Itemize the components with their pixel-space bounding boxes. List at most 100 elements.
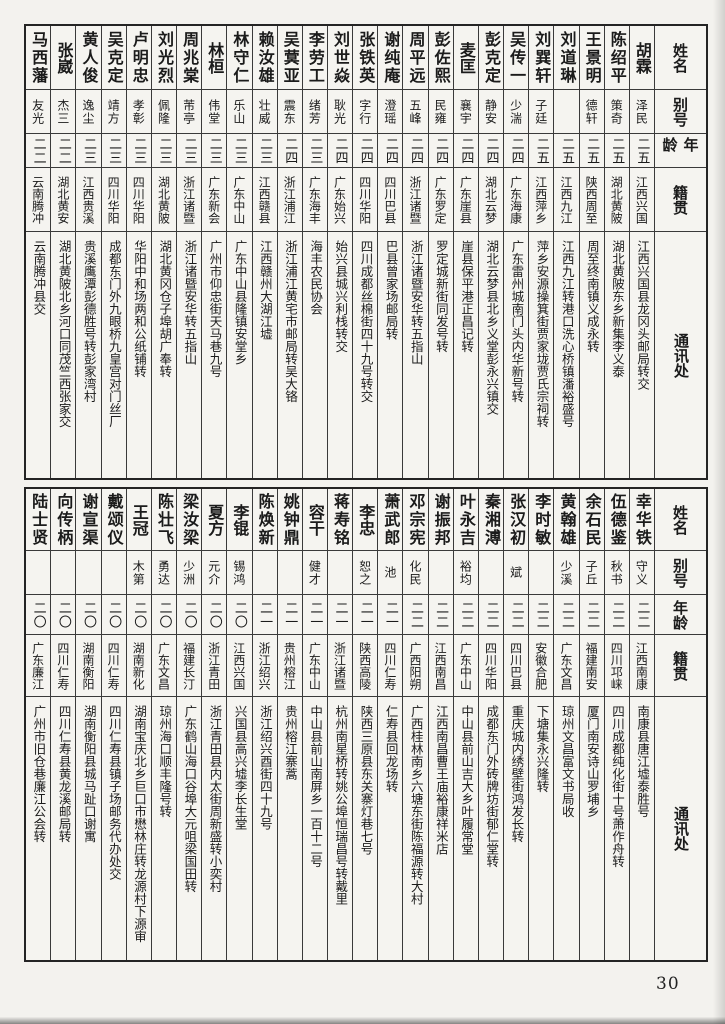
age-cell: 二三 [101, 134, 126, 168]
name-cell: 李忠 [353, 489, 378, 551]
entry-column: 叶永吉 裕均 二二 广东中山 中山县前山吉大乡叶履常堂 [452, 489, 478, 960]
address-cell: 贵州榕江寨蒿 [282, 705, 298, 780]
origin-cell: 四川巴县 [378, 168, 403, 232]
entry-column: 陆士贤 二〇 广东廉江 广州市旧仓巷廉江公会转 [26, 489, 51, 960]
entry-column: 蒋寿铭 二一 浙江诸暨 杭州南星桥转姚公埠恒瑞昌号转戴里 [326, 489, 353, 960]
age-cell: 二四 [327, 134, 353, 168]
age-cell: 二二 [51, 134, 76, 168]
header-name-label: 姓名 [655, 489, 706, 551]
address-cell: 兴国县高兴墟李长生堂 [232, 705, 248, 830]
address-cell: 重庆城内绣壁街鸿发长转 [509, 705, 525, 843]
age-cell: 二四 [453, 134, 478, 168]
age-cell: 二二 [26, 134, 51, 168]
origin-cell: 浙江青田 [202, 635, 227, 697]
address-cell: 湖南衡阳县城马趾口谢寓 [81, 705, 97, 843]
alias-cell: 芾亭 [177, 90, 202, 134]
address-cell: 浙江诸暨安华转五指山 [408, 240, 424, 365]
alias-cell: 裕均 [453, 551, 478, 595]
age-cell: 二二 [579, 595, 604, 635]
age-cell: 二二 [478, 595, 504, 635]
origin-cell: 江西兴国 [629, 168, 654, 232]
age-cell: 二一 [252, 595, 277, 635]
name-cell: 胡霖 [629, 26, 654, 90]
address-cell: 始兴县城兴利栈转交 [333, 240, 349, 353]
age-cell: 二四 [353, 134, 378, 168]
name-cell: 卢明忠 [126, 26, 151, 90]
entry-column: 彭佐熙 民雍 二四 广东罗定 罗定城新街同发号转 [427, 26, 453, 478]
age-cell: 二四 [478, 134, 504, 168]
entry-column: 向传柄 二〇 四川仁寿 四川仁寿县黄龙溪邮局转 [50, 489, 76, 960]
origin-cell: 四川仁寿 [101, 635, 126, 697]
entry-column: 李劳工 绪芳 二三 广东海丰 海丰农民协会 [301, 26, 327, 478]
name-cell: 吴传一 [504, 26, 529, 90]
name-cell: 容干 [302, 489, 327, 551]
entry-column: 谢振邦 二二 江西南昌 江西南昌曹王庙裕康祥米店 [427, 489, 453, 960]
entry-column: 张崴 杰三 二二 湖北黄安 湖北黄陂北乡河口同茂竺西张家交 [50, 26, 76, 478]
origin-cell: 云南腾冲 [26, 168, 51, 232]
address-cell: 湖北黄陂东乡新集李义泰 [610, 240, 626, 378]
age-cell: 二二 [428, 595, 453, 635]
name-cell: 谢宣渠 [76, 489, 101, 551]
address-cell: 中山县前山南屏乡一百十二号 [308, 705, 324, 868]
origin-cell: 广东中山 [227, 168, 252, 232]
entry-column: 林桓 伟堂 二三 广东新会 广州市仰忠街天马巷九号 [201, 26, 227, 478]
address-cell: 下塘集永兴隆转 [534, 705, 550, 793]
address-cell: 周至终南镇义成永转 [584, 240, 600, 353]
alias-cell: 友光 [26, 90, 51, 134]
address-cell: 四川成都丝棉街四十九号转交 [358, 240, 374, 403]
header-name-label: 姓名 [655, 26, 706, 90]
alias-cell: 逸尘 [76, 90, 101, 134]
origin-cell: 四川邛崃 [604, 635, 629, 697]
age-cell: 二〇 [202, 595, 227, 635]
name-cell: 姚钟鼎 [277, 489, 302, 551]
address-cell: 陕西三原县东关寨灯巷七号 [358, 705, 374, 855]
origin-cell: 四川仁寿 [378, 635, 403, 697]
page-number: 30 [656, 974, 680, 994]
name-cell: 王景明 [579, 26, 604, 90]
origin-cell: 湖北黄陂 [151, 168, 177, 232]
name-cell: 刘道琳 [554, 26, 579, 90]
address-cell: 中山县前山吉大乡叶履常堂 [459, 705, 475, 855]
age-cell: 二〇 [151, 595, 177, 635]
age-cell: 二一 [327, 595, 353, 635]
entry-column: 周平远 五峰 二四 浙江诸暨 浙江诸暨安华转五指山 [402, 26, 428, 478]
address-cell: 厦门南安诗山罗埔乡 [584, 705, 600, 818]
origin-cell: 湖北黄安 [51, 168, 76, 232]
age-cell: 二二 [504, 595, 529, 635]
alias-cell: 守义 [629, 551, 654, 595]
origin-cell: 贵州榕江 [277, 635, 302, 697]
age-cell: 二四 [403, 134, 428, 168]
name-cell: 张铁英 [353, 26, 378, 90]
origin-cell: 江西南昌 [428, 635, 453, 697]
address-cell: 广州市仰忠街天马巷九号 [207, 240, 223, 378]
entry-column: 容干 健才 二一 广东中山 中山县前山南屏乡一百十二号 [301, 489, 327, 960]
origin-cell: 浙江绍兴 [252, 635, 277, 697]
entry-column: 梁汝梁 少洲 二〇 福建长汀 广东鹤山海口谷埠大元咀梁国田转 [176, 489, 202, 960]
age-cell: 二三 [302, 134, 327, 168]
origin-cell: 江西萍乡 [529, 168, 554, 232]
header-address-label: 通讯处 [672, 332, 690, 378]
address-cell: 华阳中和场两和公纸铺转 [132, 240, 148, 378]
entry-column: 王冠 木第 二〇 湖南新化 湖南宝庆北乡巨口市懋林庄转龙源村下源审 [125, 489, 151, 960]
header-alias-label: 别号 [655, 551, 706, 595]
entry-column: 幸华铁 守义 二二 江西南康 南康县唐江墟泰胜号 [628, 489, 654, 960]
alias-cell: 锡鸿 [227, 551, 252, 595]
age-cell: 二〇 [26, 595, 51, 635]
header-age-label: 年龄 [655, 134, 706, 168]
origin-cell: 福建长汀 [177, 635, 202, 697]
alias-cell [529, 551, 554, 595]
alias-cell: 杰三 [51, 90, 76, 134]
age-cell: 二〇 [101, 595, 126, 635]
entry-column: 吴传一 少湍 二四 广东海康 广东雷州城南门头内华新号转 [503, 26, 529, 478]
origin-cell: 四川华阳 [353, 168, 378, 232]
age-cell: 二三 [76, 134, 101, 168]
alias-cell [101, 551, 126, 595]
entry-column: 伍德鉴 秋书 二二 四川邛崃 四川成都纯化街十号萧作舟转 [603, 489, 629, 960]
name-cell: 马西藩 [26, 26, 51, 90]
name-cell: 秦湘溥 [478, 489, 504, 551]
name-cell: 陈绍平 [604, 26, 629, 90]
age-cell: 二一 [277, 595, 302, 635]
age-cell: 二五 [629, 134, 654, 168]
name-cell: 刘光烈 [151, 26, 177, 90]
